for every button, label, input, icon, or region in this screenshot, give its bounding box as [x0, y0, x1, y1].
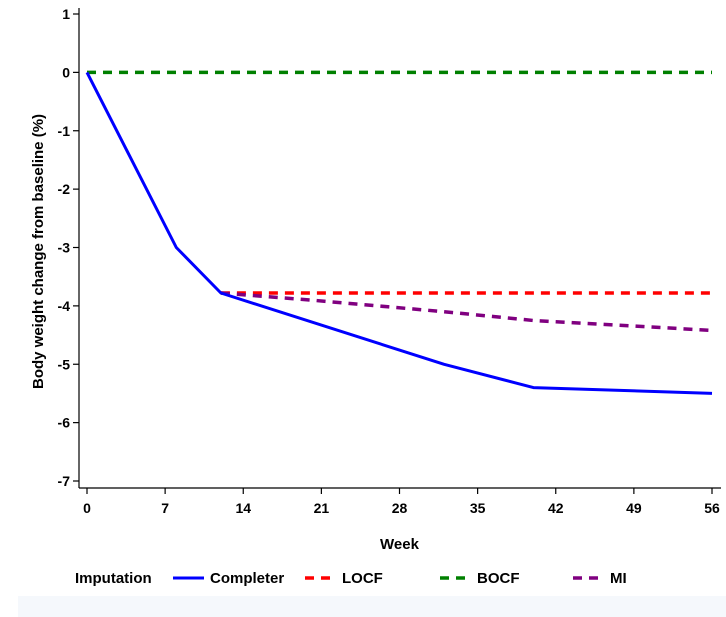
legend-label-locf: LOCF [342, 570, 383, 587]
y-tick-label: -6 [58, 415, 71, 431]
y-tick-label: 0 [62, 64, 70, 80]
axes: 1 0 -1 -2 -3 -4 -5 -6 -7 0 7 14 21 28 35 42 49 56 [58, 6, 721, 516]
x-tick-label: 56 [704, 500, 720, 516]
y-tick-label: -2 [58, 181, 71, 197]
x-axis-title: Week [380, 536, 420, 553]
legend-background-band [18, 596, 726, 617]
y-tick-label: -7 [58, 473, 71, 489]
y-tick-label: 1 [62, 6, 70, 22]
legend-label-bocf: BOCF [477, 570, 520, 587]
series-lines [85, 70, 713, 395]
x-tick-label: 42 [548, 500, 564, 516]
x-tick-label: 21 [314, 500, 330, 516]
x-tick-label: 14 [235, 500, 251, 516]
legend-label-mi: MI [610, 570, 627, 587]
y-tick-label: -1 [58, 123, 71, 139]
legend: Imputation Completer LOCF BOCF MI [75, 570, 627, 587]
x-tick-label: 35 [470, 500, 486, 516]
y-axis-title: Body weight change from baseline (%) [30, 114, 47, 389]
series-line-completer [85, 71, 713, 395]
y-tick-label: -3 [58, 240, 71, 256]
x-tick-label: 28 [392, 500, 408, 516]
legend-title: Imputation [75, 570, 152, 587]
x-tick-label: 0 [83, 500, 91, 516]
series-line-mi [220, 291, 713, 333]
x-tick-label: 7 [161, 500, 169, 516]
x-tick-label: 49 [626, 500, 642, 516]
y-tick-label: -5 [58, 356, 71, 372]
y-tick-label: -4 [58, 298, 71, 314]
legend-label-completer: Completer [210, 570, 284, 587]
